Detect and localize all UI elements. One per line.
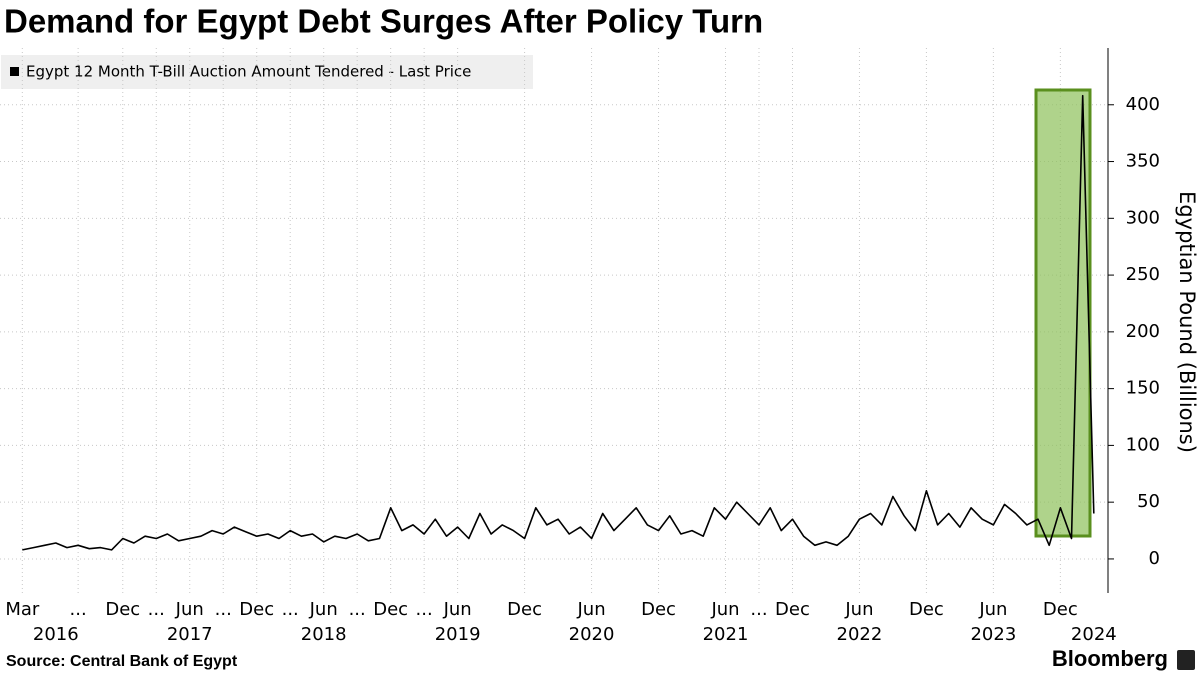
x-year-label: 2024 [1071,624,1117,645]
y-tick-label: 100 [1126,434,1160,455]
y-tick-label: 400 [1126,94,1160,115]
x-tick-label: ... [750,599,767,620]
x-tick-label: Dec [507,599,542,620]
x-tick-label: Dec [239,599,274,620]
y-tick-label: 50 [1137,491,1160,512]
x-year-label: 2019 [435,624,481,645]
x-tick-label: Mar [5,599,40,620]
x-tick-label: Dec [105,599,140,620]
x-tick-label: Jun [577,599,606,620]
x-tick-label: Jun [844,599,873,620]
x-tick-label: Dec [909,599,944,620]
x-tick-label: Jun [710,599,739,620]
x-tick-label: Dec [641,599,676,620]
x-tick-label: ... [416,599,433,620]
x-tick-label: ... [282,599,299,620]
x-year-label: 2022 [837,624,883,645]
x-tick-label: ... [349,599,366,620]
x-year-label: 2018 [301,624,347,645]
y-tick-label: 200 [1126,321,1160,342]
x-tick-label: Dec [1043,599,1078,620]
x-tick-label: Jun [443,599,472,620]
x-tick-label: Dec [373,599,408,620]
y-tick-label: 350 [1126,151,1160,172]
x-tick-label: ... [70,599,87,620]
x-tick-label: ... [148,599,165,620]
x-year-label: 2016 [33,624,79,645]
x-tick-label: Jun [175,599,204,620]
x-year-label: 2021 [703,624,749,645]
chart-title: Demand for Egypt Debt Surges After Polic… [4,3,763,40]
y-tick-label: 250 [1126,264,1160,285]
y-tick-label: 150 [1126,378,1160,399]
y-tick-label: 300 [1126,207,1160,228]
x-tick-label: Jun [978,599,1007,620]
x-year-label: 2017 [167,624,213,645]
x-tick-label: ... [215,599,232,620]
legend-box [1,55,533,89]
y-axis-label: Egyptian Pound (Billions) [1175,191,1199,453]
x-year-label: 2023 [970,624,1016,645]
x-year-label: 2020 [569,624,615,645]
brand-icon [1177,650,1195,670]
source: Source: Central Bank of Egypt [6,653,238,670]
x-tick-label: Jun [309,599,338,620]
brand: Bloomberg [1052,646,1168,671]
x-tick-label: Dec [775,599,810,620]
legend-swatch [10,67,19,76]
legend-label: Egypt 12 Month T-Bill Auction Amount Ten… [26,63,471,81]
y-tick-label: 0 [1149,548,1160,569]
series-line [22,94,1095,551]
